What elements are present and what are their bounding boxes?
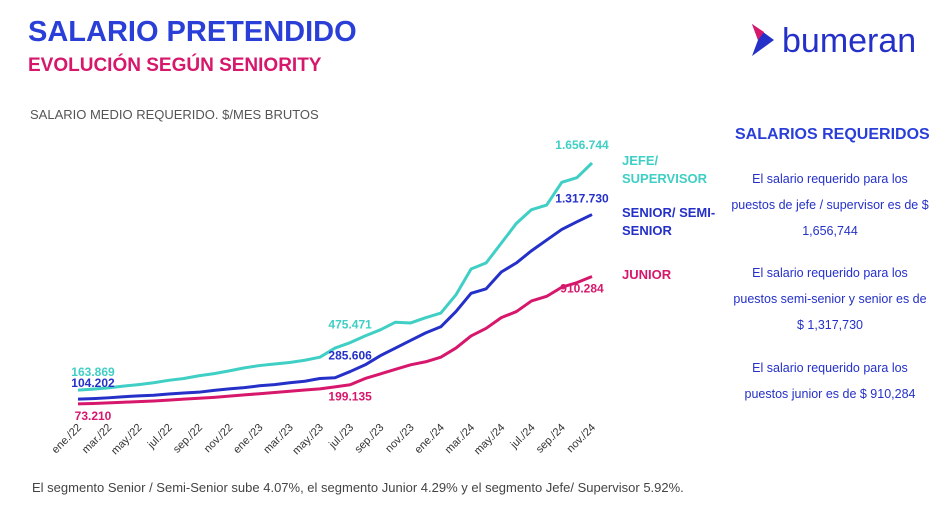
data-label: 1.656.744 bbox=[555, 138, 609, 152]
legend-entry: JUNIOR bbox=[622, 266, 672, 282]
x-tick-label: nov./23 bbox=[383, 422, 416, 455]
logo: bumeran bbox=[782, 22, 917, 60]
x-tick-label: may./23 bbox=[290, 422, 326, 458]
side-item: El salario requerido para los puestos se… bbox=[733, 266, 927, 332]
x-tick-label: sep./22 bbox=[171, 422, 205, 456]
side-title: SALARIOS REQUERIDOS bbox=[735, 126, 930, 143]
axis-label: SALARIO MEDIO REQUERIDO. $/MES BRUTOS bbox=[30, 107, 319, 122]
x-tick-label: nov./24 bbox=[565, 422, 598, 455]
side-item: El salario requerido para los puestos de… bbox=[731, 172, 929, 238]
x-tick-label: ene./22 bbox=[50, 422, 84, 456]
data-label: 285.606 bbox=[328, 349, 372, 363]
x-tick-label: ene./23 bbox=[231, 422, 265, 456]
x-tick-label: mar./23 bbox=[261, 422, 295, 456]
x-tick-label: may./22 bbox=[109, 422, 145, 458]
x-tick-label: sep./24 bbox=[534, 422, 568, 456]
x-tick-label: mar./22 bbox=[80, 422, 114, 456]
x-tick-label: may./24 bbox=[472, 422, 508, 458]
line bbox=[77, 275, 593, 406]
data-label: 163.869 bbox=[71, 365, 115, 379]
data-label: 73.210 bbox=[75, 409, 112, 423]
data-label: 104.202 bbox=[71, 376, 115, 390]
logo-icon bbox=[752, 24, 774, 56]
legend-entry: SENIOR/ SEMI-SENIOR bbox=[622, 204, 716, 238]
x-tick-label: sep./23 bbox=[352, 422, 386, 456]
line bbox=[77, 213, 593, 401]
x-tick-label: mar./24 bbox=[443, 422, 477, 456]
data-label: 199.135 bbox=[328, 390, 372, 404]
data-label: 1.317.730 bbox=[555, 192, 609, 206]
subtitle: EVOLUCIÓN SEGÚN SENIORITY bbox=[28, 55, 322, 76]
legend-entry: JEFE/ SUPERVISOR bbox=[622, 153, 708, 186]
x-tick-label: nov./22 bbox=[202, 422, 235, 455]
title: SALARIO PRETENDIDO bbox=[28, 16, 357, 48]
side-item: El salario requerido para los puestos ju… bbox=[744, 361, 916, 401]
x-tick-label: ene./24 bbox=[413, 422, 447, 456]
line bbox=[77, 161, 594, 392]
data-label: 475.471 bbox=[328, 318, 372, 332]
footnote: El segmento Senior / Semi-Senior sube 4.… bbox=[32, 480, 684, 495]
data-label: 910.284 bbox=[560, 282, 604, 296]
